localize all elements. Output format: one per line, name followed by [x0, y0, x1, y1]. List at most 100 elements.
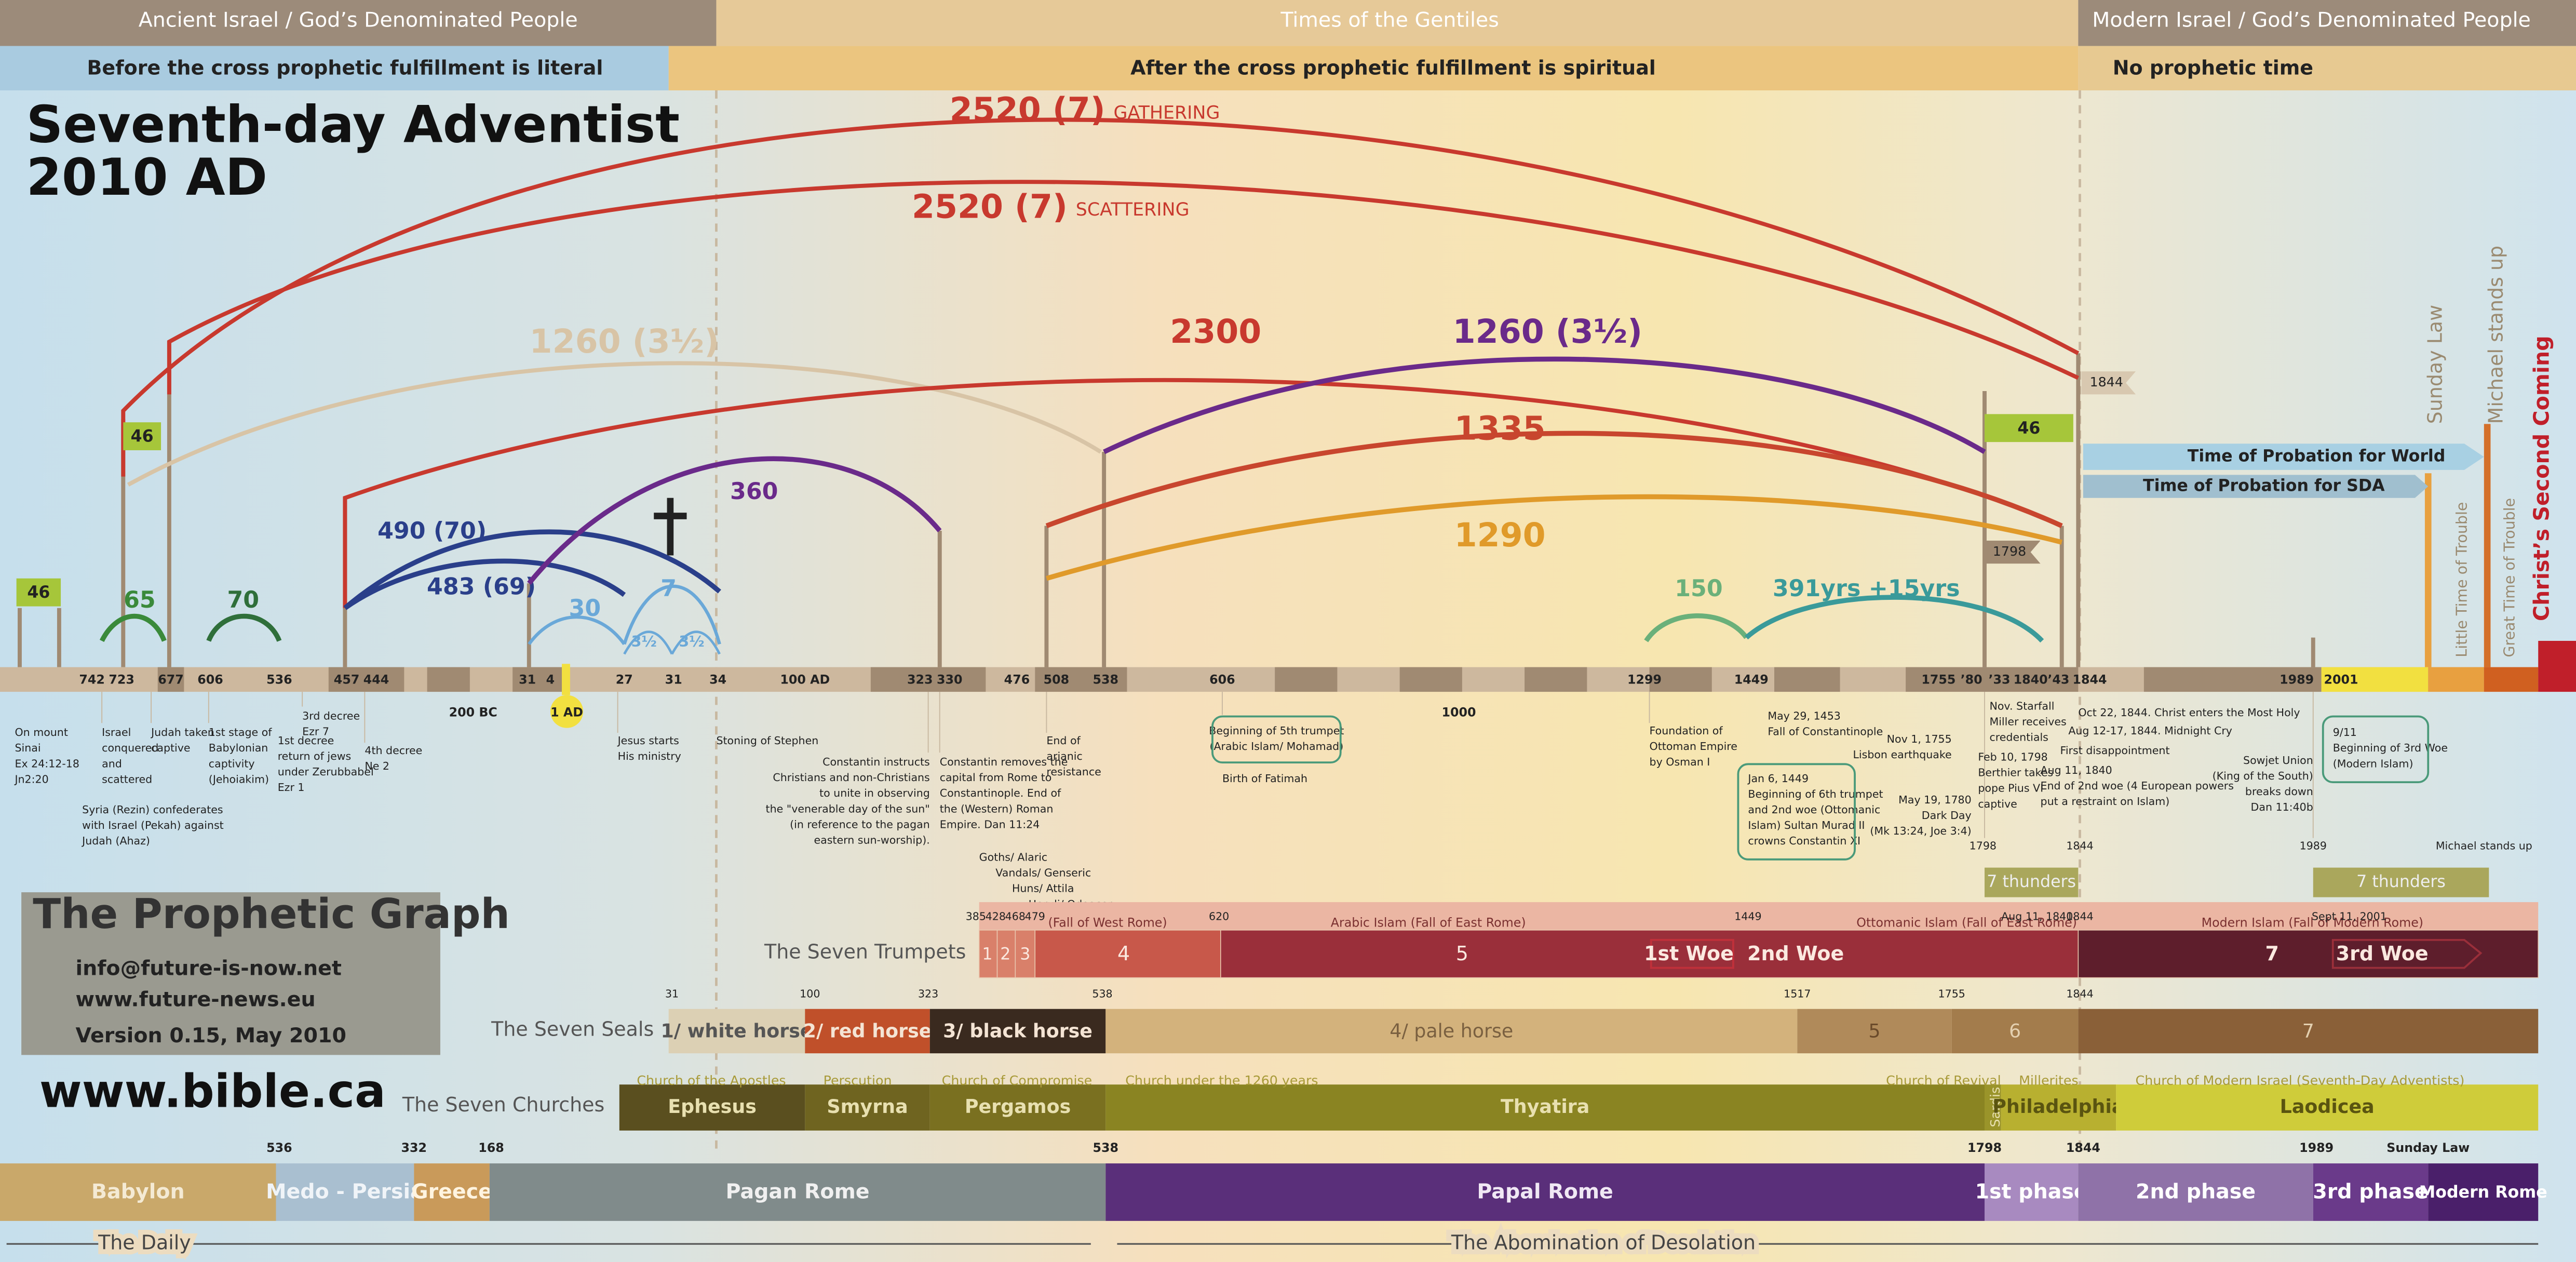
- timeline-year: 31: [665, 672, 682, 687]
- event-note: captivity: [209, 757, 255, 770]
- timeline-year: 536: [266, 672, 292, 687]
- timeline-year: 34: [709, 672, 726, 687]
- timeline-year: 4: [546, 672, 555, 687]
- event-note: Judah taken: [150, 726, 214, 739]
- event-note: Aug 11, 1840: [2041, 764, 2112, 776]
- trumpet-label: 3: [1020, 945, 1030, 963]
- event-note: Islam) Sultan Murad II: [1748, 819, 1865, 831]
- event-note: 1st stage of: [209, 726, 272, 739]
- bottom-label: The Daily: [98, 1231, 191, 1254]
- event-box: [1737, 763, 1856, 861]
- trumpet-segment: [1034, 930, 1221, 978]
- flag: [1984, 540, 2041, 564]
- event-note: Lisbon earthquake: [1853, 748, 1951, 761]
- side-label: Christ’s Second Coming: [2529, 335, 2554, 621]
- row-year: 468: [1005, 910, 1026, 923]
- era-label: Modern Israel / God’s Denominated People: [2092, 8, 2531, 32]
- timeline-year: 742: [79, 672, 105, 687]
- trumpet-label: 1: [982, 945, 992, 963]
- row-year: 332: [401, 1140, 427, 1155]
- event-note: Beginning of 6th trumpet: [1748, 788, 1883, 800]
- event-note: Ottoman Empire: [1650, 740, 1737, 753]
- event-note: eastern sun-worship).: [814, 834, 929, 846]
- row-year: 323: [918, 987, 938, 1000]
- timeline-year: 476: [1004, 672, 1030, 687]
- info-box: [21, 892, 440, 1055]
- year-box-label: 46: [27, 583, 50, 602]
- flag-label: 1798: [1993, 544, 2026, 559]
- period-arc: [623, 630, 673, 655]
- info-line: info@future-is-now.net: [76, 956, 342, 980]
- period-note: SCATTERING: [1076, 199, 1190, 220]
- event-note: His ministry: [618, 750, 681, 762]
- trumpet-era: Arabic Islam (Fall of East Rome): [1331, 916, 1526, 930]
- event-note: (in reference to the pagan: [790, 818, 930, 830]
- trumpet-label: 7: [2265, 942, 2278, 965]
- fulfillment-band: [668, 46, 2079, 91]
- period-arc: [127, 361, 1102, 487]
- row-year: Sept 11, 2001: [2312, 910, 2387, 923]
- row-year: 1517: [1784, 987, 1811, 1000]
- event-note: Judah (Ahaz): [81, 835, 150, 847]
- timeline-year: 330: [937, 672, 963, 687]
- row-year: 1989: [2299, 1140, 2334, 1155]
- event-note: End of: [1046, 734, 1081, 747]
- period-label: 7: [660, 575, 677, 602]
- seal-segment: [805, 1009, 930, 1054]
- period-arc: [1644, 613, 1749, 642]
- event-note: Nov 1, 1755: [1887, 733, 1952, 745]
- event-note: resistance: [1046, 766, 1101, 778]
- trumpet-segment: [996, 930, 1016, 978]
- church-segment: [929, 1084, 1106, 1131]
- year-box: [1984, 414, 2073, 442]
- event-note: (King of the South): [2213, 770, 2313, 782]
- timeline-year: 323: [907, 672, 933, 687]
- timeline-year: 200 BC: [449, 705, 497, 720]
- event-note: capital from Rome to: [940, 771, 1052, 784]
- row-year: 1449: [1734, 910, 1761, 923]
- event-note: 9/11: [2333, 726, 2357, 739]
- period-arc: [343, 558, 626, 610]
- woe-box: [2331, 938, 2483, 969]
- empire-label: Medo - Persia: [266, 1180, 424, 1204]
- trumpet-segment: [978, 930, 998, 978]
- row-year: Sunday Law: [2386, 1140, 2470, 1155]
- event-note: 3rd decree: [302, 710, 360, 722]
- period-label: 1290: [1454, 516, 1546, 554]
- event-note: Stoning of Stephen: [716, 734, 818, 747]
- event-note: Berthier takes: [1978, 767, 2053, 779]
- church-segment: [2116, 1084, 2539, 1131]
- period-label: 2300: [1170, 312, 1261, 351]
- event-note: Fall of Constantinople: [1768, 726, 1883, 738]
- event-note: On mount: [15, 726, 68, 739]
- period-label: 1260 (3½): [1453, 312, 1642, 351]
- period-label: 1260 (3½): [530, 322, 719, 360]
- thunders-box: [1984, 867, 2079, 897]
- seal-segment: [1797, 1009, 1952, 1054]
- church-segment: [619, 1084, 805, 1131]
- event-note: breaks down: [2245, 785, 2313, 798]
- event-note: and 2nd woe (Ottomanic: [1748, 803, 1880, 816]
- row-year: 1844: [2066, 839, 2093, 852]
- period-arc: [670, 630, 721, 655]
- event-note: conquered: [102, 742, 158, 754]
- row-label: The Seven Trumpets: [764, 941, 966, 963]
- timeline-year: 1 AD: [550, 705, 583, 720]
- empire-label: 3rd phase: [2313, 1180, 2429, 1204]
- fulfillment-label: After the cross prophetic fulfillment is…: [1130, 56, 1656, 79]
- timeline-year: 1844: [2072, 672, 2107, 687]
- period-arc: [1103, 356, 1986, 454]
- trumpet-segment: [1015, 930, 1036, 978]
- empire-segment: [1984, 1163, 2079, 1221]
- title: 2010 AD: [26, 148, 267, 207]
- church-note: Church of Modern Israel (Seventh-Day Adv…: [2136, 1073, 2465, 1088]
- event-note: the "venerable day of the sun": [766, 802, 930, 815]
- probation-bar: [2083, 475, 2429, 498]
- timeline-year: 1840: [2014, 672, 2048, 687]
- event-note: Jn2:20: [14, 773, 48, 785]
- period-arc: [343, 529, 721, 610]
- fulfillment-label: No prophetic time: [2113, 56, 2313, 79]
- event-note: Ne 2: [365, 760, 389, 772]
- timeline-year: 1755: [1921, 672, 1955, 687]
- church-label: Ephesus: [668, 1095, 757, 1118]
